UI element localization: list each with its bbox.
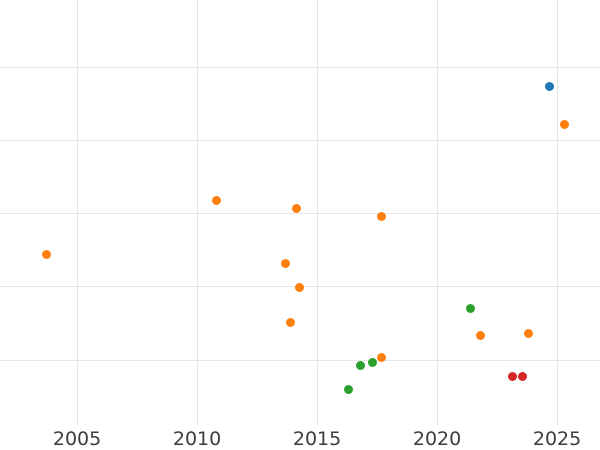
data-point-orange xyxy=(559,120,569,130)
data-point-orange xyxy=(476,330,486,340)
data-point-orange xyxy=(291,204,301,214)
vertical-gridline xyxy=(196,0,198,425)
horizontal-gridline xyxy=(0,213,600,215)
vertical-gridline xyxy=(76,0,78,425)
plot-area xyxy=(0,0,600,425)
horizontal-gridline xyxy=(0,140,600,142)
data-point-orange xyxy=(294,283,304,293)
horizontal-gridline xyxy=(0,67,600,69)
data-point-orange xyxy=(524,329,534,339)
x-tick-label: 2020 xyxy=(412,428,462,450)
vertical-gridline xyxy=(436,0,438,425)
data-point-green xyxy=(368,358,378,368)
data-point-blue xyxy=(544,81,554,91)
data-point-red xyxy=(518,372,528,382)
vertical-gridline xyxy=(556,0,558,425)
data-point-green xyxy=(465,303,475,313)
data-point-green xyxy=(355,360,365,370)
data-point-green xyxy=(343,385,353,395)
vertical-gridline xyxy=(316,0,318,425)
data-point-orange xyxy=(211,196,221,206)
x-tick-label: 2005 xyxy=(52,428,102,450)
data-point-orange xyxy=(285,318,295,328)
data-point-red xyxy=(507,372,517,382)
x-tick-label: 2015 xyxy=(292,428,342,450)
data-point-orange xyxy=(376,212,386,222)
data-point-orange xyxy=(376,353,386,363)
horizontal-gridline xyxy=(0,359,600,361)
data-point-orange xyxy=(280,259,290,269)
data-point-orange xyxy=(41,249,51,259)
x-tick-label: 2010 xyxy=(172,428,222,450)
x-tick-label: 2025 xyxy=(532,428,582,450)
